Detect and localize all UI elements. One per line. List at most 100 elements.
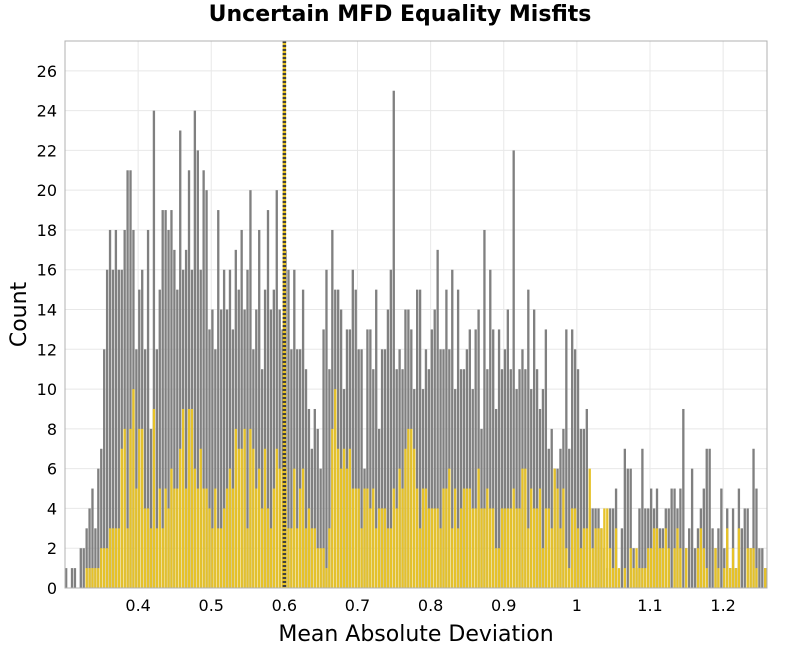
plot-frame bbox=[64, 40, 768, 589]
bar-subset bbox=[717, 568, 720, 588]
bar-all bbox=[386, 309, 390, 588]
bar-all bbox=[234, 249, 237, 588]
bar-subset bbox=[699, 528, 703, 588]
bar-subset bbox=[149, 528, 153, 588]
bar-all bbox=[208, 329, 211, 588]
bar-subset bbox=[205, 488, 208, 588]
bar-subset bbox=[638, 568, 641, 588]
bar-all bbox=[339, 309, 343, 588]
bar-all bbox=[88, 508, 91, 588]
bar-all bbox=[345, 329, 349, 588]
bar-all bbox=[351, 269, 354, 588]
bar-subset bbox=[594, 528, 597, 588]
bar-all bbox=[217, 210, 220, 588]
bar-subset bbox=[530, 488, 533, 588]
bar-all bbox=[565, 329, 568, 588]
x-tick-label: 0.6 bbox=[272, 596, 297, 615]
bar-all bbox=[761, 548, 764, 588]
bar-subset bbox=[506, 508, 509, 588]
bar-subset bbox=[588, 468, 591, 588]
bar-subset bbox=[445, 488, 448, 588]
bar-subset bbox=[647, 548, 650, 588]
bar-subset bbox=[395, 508, 398, 588]
bar-all bbox=[258, 229, 261, 588]
bar-all bbox=[319, 468, 322, 588]
bar-subset bbox=[120, 448, 123, 588]
bar-subset bbox=[550, 528, 553, 588]
bar-all bbox=[571, 329, 574, 588]
bar-subset bbox=[372, 488, 375, 588]
x-tick-label: 0.9 bbox=[491, 596, 516, 615]
bar-subset bbox=[310, 528, 314, 588]
bar-all bbox=[328, 369, 331, 588]
bar-all bbox=[281, 329, 284, 588]
bar-subset bbox=[263, 448, 267, 588]
bar-all bbox=[278, 309, 281, 588]
bar-subset bbox=[304, 528, 308, 588]
x-tick-label: 1 bbox=[572, 596, 582, 615]
bar-subset bbox=[319, 548, 322, 588]
bar-all bbox=[682, 408, 685, 588]
bar-subset bbox=[234, 428, 237, 588]
bar-subset bbox=[199, 448, 202, 588]
bar-all bbox=[533, 309, 536, 588]
bar-all bbox=[623, 448, 626, 588]
bar-all bbox=[644, 508, 647, 588]
bar-subset bbox=[518, 508, 521, 588]
bar-subset bbox=[389, 528, 393, 588]
bar-subset bbox=[117, 528, 120, 588]
bar-all bbox=[202, 170, 205, 589]
bar-subset bbox=[190, 408, 194, 588]
bar-all bbox=[375, 289, 378, 588]
bar-subset bbox=[652, 528, 656, 588]
bar-subset bbox=[726, 528, 729, 588]
y-tick-label: 16 bbox=[37, 261, 57, 280]
bar-all bbox=[424, 349, 428, 588]
bar-all bbox=[559, 448, 562, 588]
x-tick-label: 1.2 bbox=[710, 596, 735, 615]
bar-all bbox=[299, 349, 302, 588]
bar-subset bbox=[597, 528, 600, 588]
bar-subset bbox=[100, 548, 103, 588]
bar-subset bbox=[269, 528, 273, 588]
bar-all bbox=[269, 309, 273, 588]
bar-subset bbox=[611, 568, 615, 588]
bar-subset bbox=[462, 488, 466, 588]
bar-subset bbox=[635, 548, 638, 588]
x-axis-title: Mean Absolute Deviation bbox=[278, 622, 553, 647]
x-tick-labels: 0.4 0.5 0.6 0.7 0.8 0.9 1 1.1 1.2 bbox=[125, 596, 735, 615]
bar-subset bbox=[290, 528, 293, 588]
bar-subset bbox=[255, 488, 258, 588]
bar-all bbox=[641, 448, 644, 588]
bar-subset bbox=[494, 548, 498, 588]
bar-subset bbox=[676, 528, 679, 588]
bar-subset bbox=[325, 568, 328, 588]
y-tick-label: 20 bbox=[37, 181, 57, 200]
chart-title: Uncertain MFD Equality Misfits bbox=[208, 2, 592, 27]
bar-all bbox=[111, 269, 115, 588]
bar-all bbox=[173, 249, 176, 588]
bar-subset bbox=[126, 528, 129, 588]
bar-subset bbox=[737, 528, 741, 588]
bar-all bbox=[421, 389, 425, 588]
bar-all bbox=[126, 170, 129, 589]
bar-subset bbox=[465, 488, 469, 588]
bar-all bbox=[143, 349, 147, 588]
bar-all bbox=[91, 488, 94, 588]
bar-subset bbox=[225, 488, 229, 588]
bar-all bbox=[518, 369, 521, 588]
bar-all bbox=[85, 528, 88, 588]
bar-all bbox=[331, 229, 334, 588]
bar-subset bbox=[240, 448, 243, 588]
bar-subset bbox=[299, 488, 302, 588]
bar-subset bbox=[474, 508, 477, 588]
bar-subset bbox=[436, 508, 439, 588]
bar-subset bbox=[91, 568, 94, 588]
bar-subset bbox=[129, 428, 132, 588]
bar-subset bbox=[141, 428, 144, 588]
bar-subset bbox=[565, 548, 568, 588]
bar-all bbox=[515, 389, 518, 588]
bar-subset bbox=[497, 548, 501, 588]
bar-all bbox=[167, 229, 170, 588]
y-tick-label: 4 bbox=[47, 499, 57, 518]
